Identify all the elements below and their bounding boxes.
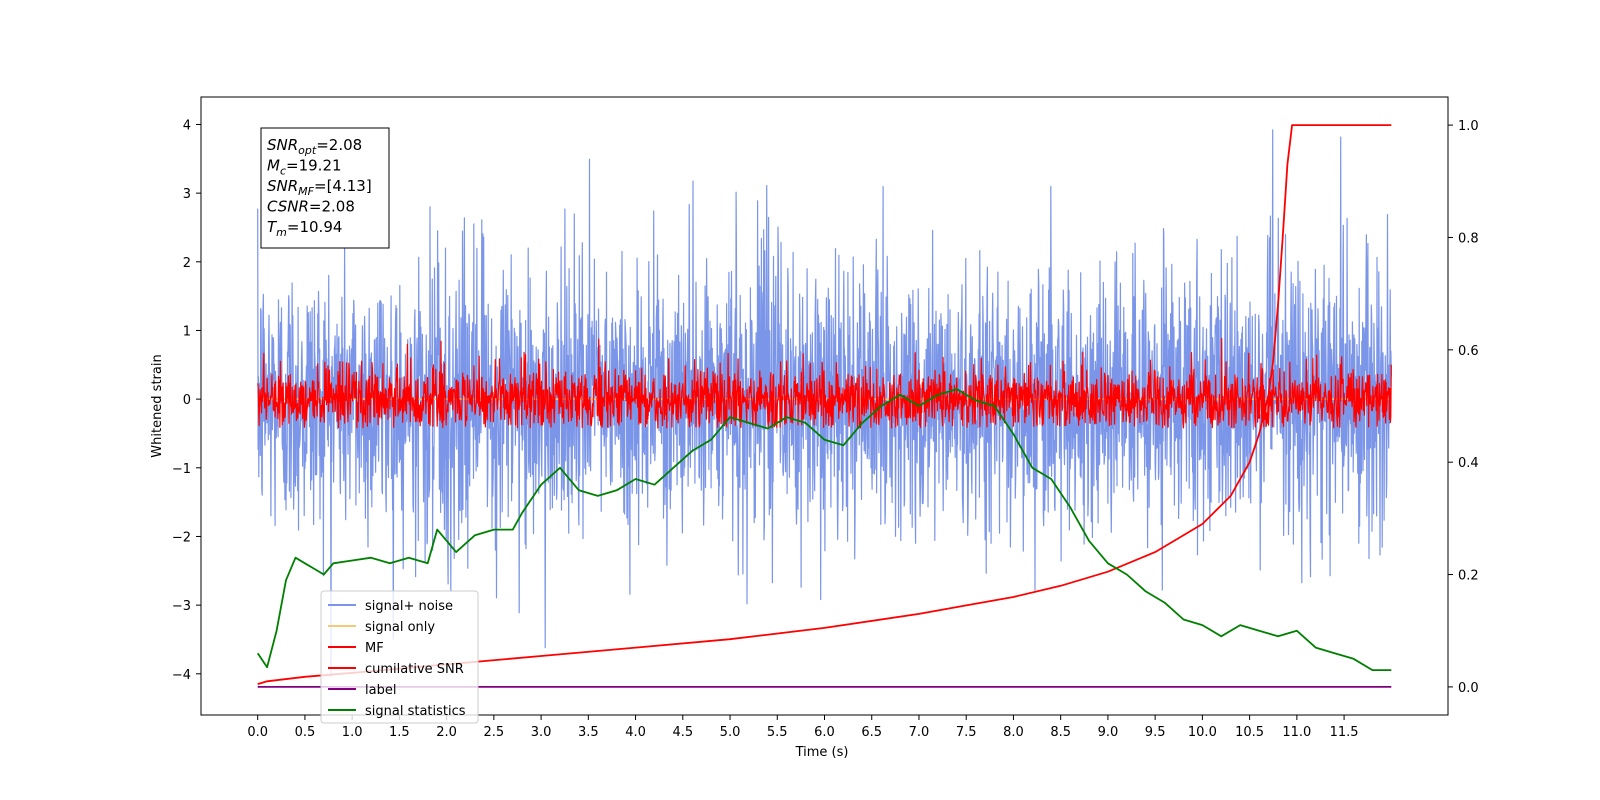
y-right-tick-label: 1.0 <box>1458 119 1479 134</box>
x-tick-label: 3.5 <box>578 725 599 740</box>
x-tick-label: 2.0 <box>436 725 457 740</box>
x-tick-label: 2.5 <box>484 725 505 740</box>
legend-entry: MF <box>365 641 384 656</box>
y-tick-label: −3 <box>172 599 191 614</box>
y-right-tick-label: 0.6 <box>1458 344 1479 359</box>
x-tick-label: 8.5 <box>1050 725 1071 740</box>
annotation-line: SNRopt=2.08 <box>267 136 362 157</box>
annotation-line: SNRMF=[4.13] <box>267 177 372 198</box>
x-tick-label: 6.5 <box>861 725 882 740</box>
annotation-box: SNRopt=2.08Mc=19.21SNRMF=[4.13]CSNR=2.08… <box>260 127 390 249</box>
x-tick-label: 11.5 <box>1330 725 1359 740</box>
x-tick-label: 3.0 <box>531 725 552 740</box>
x-tick-label: 6.0 <box>814 725 835 740</box>
x-tick-label: 1.5 <box>389 725 410 740</box>
y-tick-label: −2 <box>172 530 191 545</box>
x-tick-label: 4.0 <box>625 725 646 740</box>
x-axis: 0.0 0.5 1.0 1.5 2.0 2.5 3.0 3.5 4.0 4.5 5.0 5.5 6.0 6… <box>247 715 1359 740</box>
y-tick-label: 3 <box>183 187 191 202</box>
y-tick-label: −1 <box>172 462 191 477</box>
legend-entry: label <box>365 683 396 698</box>
y-axis-left: −4 −3 −2 −1 0 1 2 3 4 <box>172 118 201 683</box>
annotation-line: Tm=10.94 <box>267 218 342 239</box>
y-right-tick-label: 0.4 <box>1458 456 1479 471</box>
x-tick-label: 8.0 <box>1003 725 1024 740</box>
legend-entry: cumilative SNR <box>365 662 464 677</box>
y-tick-label: −4 <box>172 668 191 683</box>
legend-frame <box>320 590 479 724</box>
y-right-tick-label: 0.2 <box>1458 569 1479 584</box>
x-tick-label: 10.5 <box>1235 725 1264 740</box>
x-tick-label: 11.0 <box>1282 725 1311 740</box>
y-axis-label: Whitened strain <box>150 354 165 457</box>
x-tick-label: 0.0 <box>247 725 268 740</box>
y-tick-label: 2 <box>183 256 191 271</box>
x-tick-label: 7.0 <box>909 725 930 740</box>
y-axis-right: 0.0 0.2 0.4 0.6 0.8 1.0 <box>1448 119 1479 696</box>
annotation-line: CSNR=2.08 <box>267 198 355 216</box>
legend: signal+ noise signal only MF cumilative SNR… <box>320 590 479 724</box>
x-tick-label: 1.0 <box>342 725 363 740</box>
series-line-signal-statistics <box>256 388 1392 671</box>
x-tick-label: 7.5 <box>956 725 977 740</box>
y-right-tick-label: 0.8 <box>1458 231 1479 246</box>
series-line-mf <box>257 337 1392 429</box>
x-tick-label: 0.5 <box>295 725 316 740</box>
annotation-box-frame <box>260 127 390 249</box>
x-tick-label: 5.0 <box>720 725 741 740</box>
y-tick-label: 0 <box>183 393 191 408</box>
x-tick-label: 5.5 <box>767 725 788 740</box>
x-tick-label: 4.5 <box>672 725 693 740</box>
annotation-line: Mc=19.21 <box>267 157 342 178</box>
x-tick-label: 10.0 <box>1188 725 1217 740</box>
series-line-signal-noise <box>257 129 1392 677</box>
legend-entry: signal+ noise <box>365 599 453 614</box>
legend-entry: signal statistics <box>365 704 466 719</box>
legend-entry: signal only <box>365 620 435 635</box>
y-right-tick-label: 0.0 <box>1458 681 1479 696</box>
x-tick-label: 9.5 <box>1145 725 1166 740</box>
y-tick-label: 1 <box>183 324 191 339</box>
y-tick-label: 4 <box>183 118 191 133</box>
x-tick-label: 9.0 <box>1098 725 1119 740</box>
x-axis-label: Time (s) <box>795 745 849 760</box>
